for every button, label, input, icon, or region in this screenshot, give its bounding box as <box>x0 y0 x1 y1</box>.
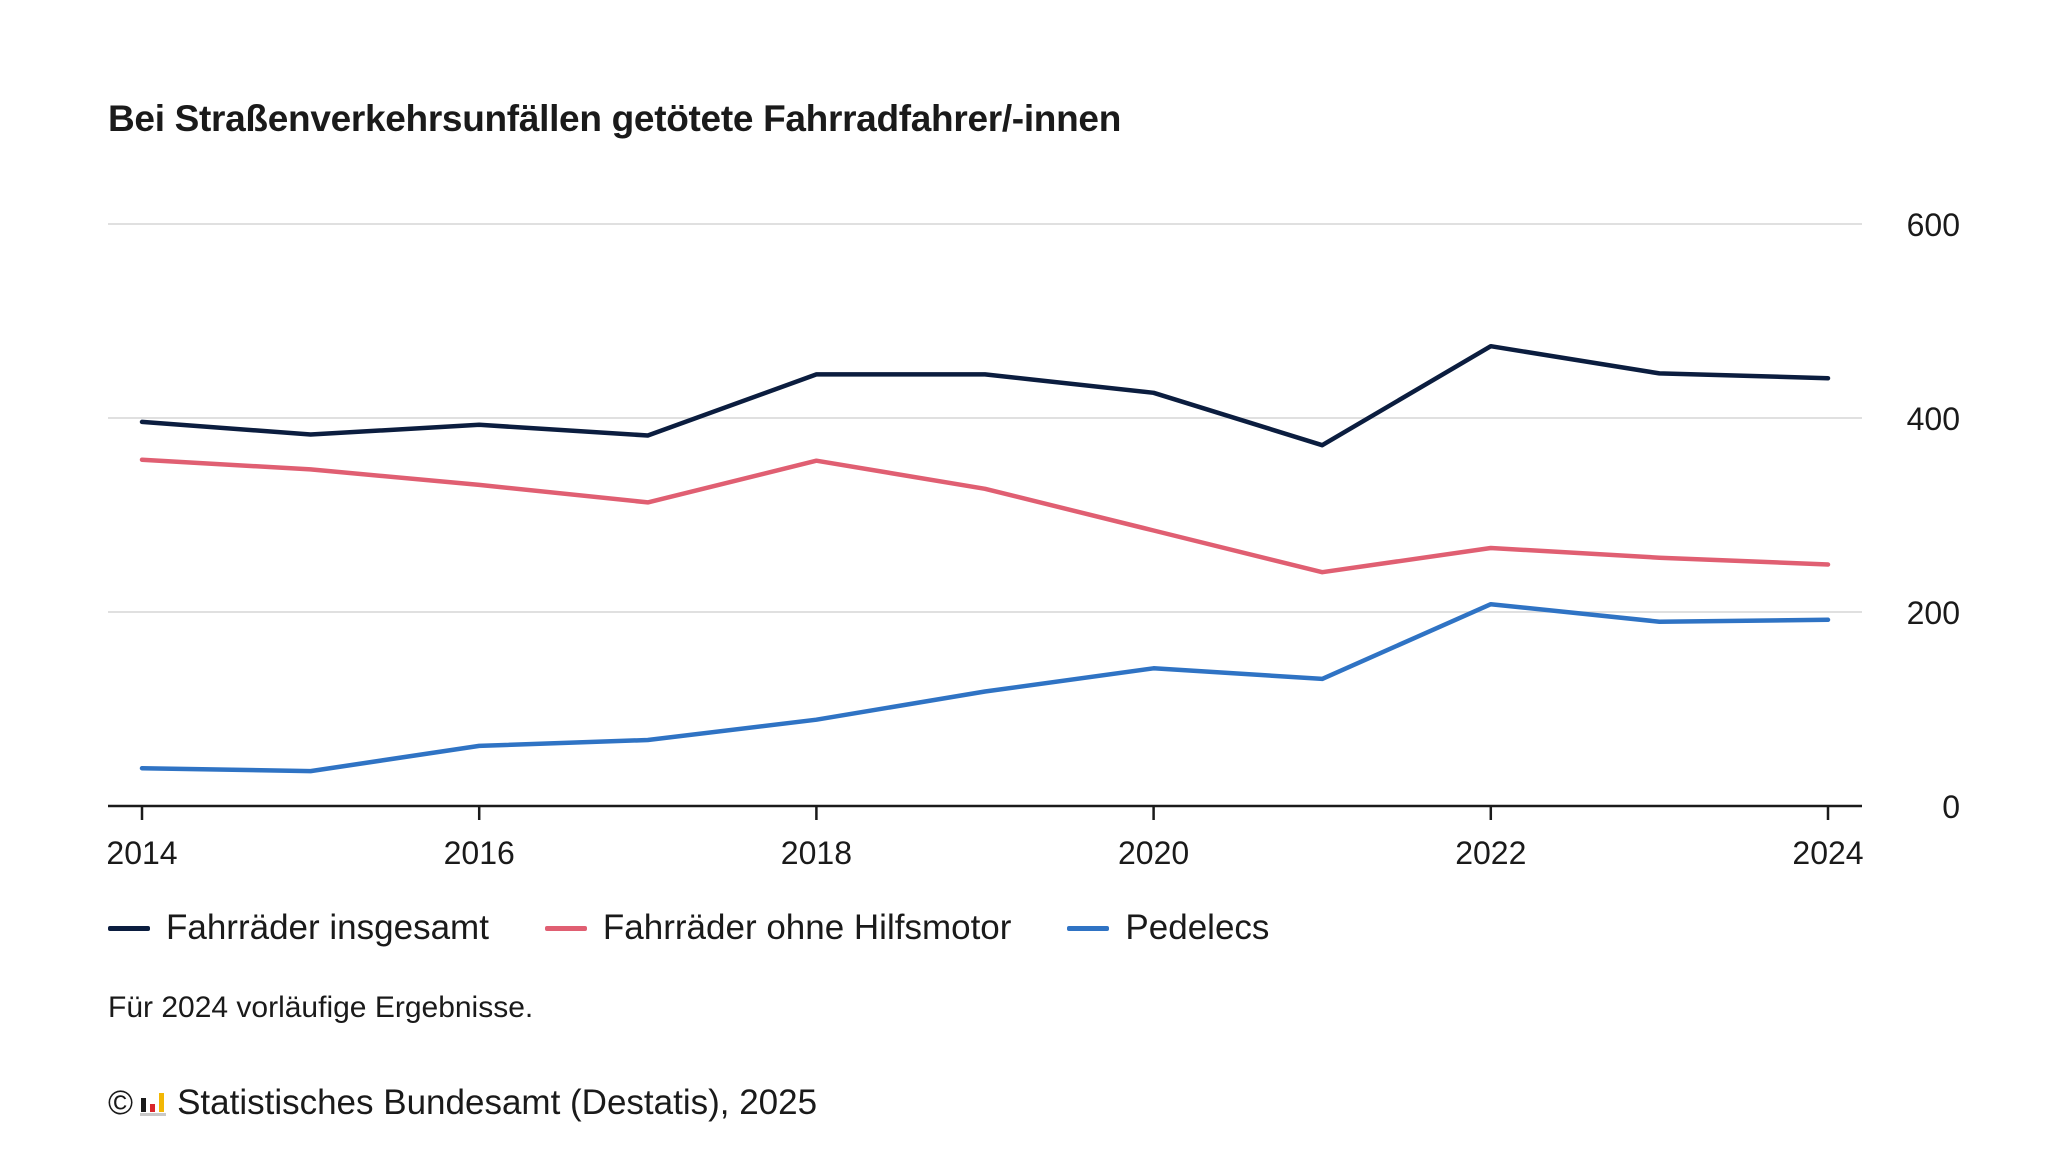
legend: Fahrräder insgesamt Fahrräder ohne Hilfs… <box>108 908 1325 948</box>
x-tick-label: 2018 <box>781 835 852 871</box>
legend-swatch-fahrraeder-ohne-hilfsmotor <box>544 925 587 931</box>
x-tick-label: 2022 <box>1455 835 1526 871</box>
series-line-pedelecs <box>139 601 1831 774</box>
x-tick-label: 2014 <box>106 835 177 871</box>
tick-labels: 0 200 400 600 2014 2016 2018 2020 2022 2024 <box>106 207 1960 871</box>
legend-label-fahrraeder-insgesamt: Fahrräder insgesamt <box>166 908 489 947</box>
line-chart: 0 200 400 600 2014 2016 2018 2020 2022 2024 <box>106 207 1960 871</box>
legend-item-fahrraeder-insgesamt: Fahrräder insgesamt <box>108 908 489 948</box>
y-tick-label: 400 <box>1907 401 1960 437</box>
legend-label-fahrraeder-ohne-hilfsmotor: Fahrräder ohne Hilfsmotor <box>602 908 1012 947</box>
chart-note: Für 2024 vorläufige Ergebnisse. <box>108 991 534 1024</box>
source-text: Statistisches Bundesamt (Destatis), 2025 <box>177 1083 818 1122</box>
legend-item-pedelecs: Pedelecs <box>1067 908 1269 948</box>
series-lines <box>139 343 1831 774</box>
legend-label-pedelecs: Pedelecs <box>1125 908 1270 947</box>
legend-item-fahrraeder-ohne-hilfsmotor: Fahrräder ohne Hilfsmotor <box>544 908 1012 948</box>
copyright-icon: © <box>108 1083 134 1122</box>
source-credit: © Statistisches Bundesamt (Destatis), 20… <box>108 1083 817 1123</box>
y-tick-label: 200 <box>1907 595 1960 631</box>
chart-title: Bei Straßenverkehrsunfällen getötete Fah… <box>108 98 1121 139</box>
x-tick-label: 2024 <box>1792 835 1863 871</box>
y-tick-label: 600 <box>1907 207 1960 243</box>
x-tick-label: 2020 <box>1118 835 1189 871</box>
axes <box>108 804 1862 820</box>
y-tick-label: 0 <box>1942 789 1960 825</box>
destatis-logo-icon <box>140 1093 167 1116</box>
series-line-fahrraeder-ohne-hilfsmotor <box>139 457 1831 575</box>
legend-swatch-pedelecs <box>1067 925 1110 931</box>
x-tick-label: 2016 <box>444 835 515 871</box>
legend-swatch-fahrraeder-insgesamt <box>108 925 150 931</box>
series-line-fahrraeder-insgesamt <box>139 343 1831 448</box>
